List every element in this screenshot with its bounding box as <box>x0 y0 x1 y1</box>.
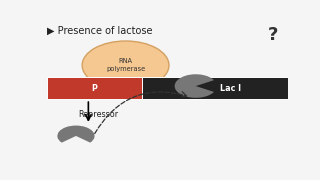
Text: ▶ Presence of lactose: ▶ Presence of lactose <box>47 26 153 36</box>
Text: ?: ? <box>268 26 278 44</box>
Wedge shape <box>57 126 94 143</box>
Text: P: P <box>92 84 98 93</box>
Circle shape <box>82 41 169 89</box>
Wedge shape <box>175 74 214 98</box>
Text: Lac I: Lac I <box>220 84 242 93</box>
Text: Repressor: Repressor <box>78 110 119 119</box>
Text: polymerase: polymerase <box>106 66 145 72</box>
Bar <box>142 77 320 99</box>
Bar <box>47 77 142 99</box>
Text: RNA: RNA <box>118 58 132 64</box>
